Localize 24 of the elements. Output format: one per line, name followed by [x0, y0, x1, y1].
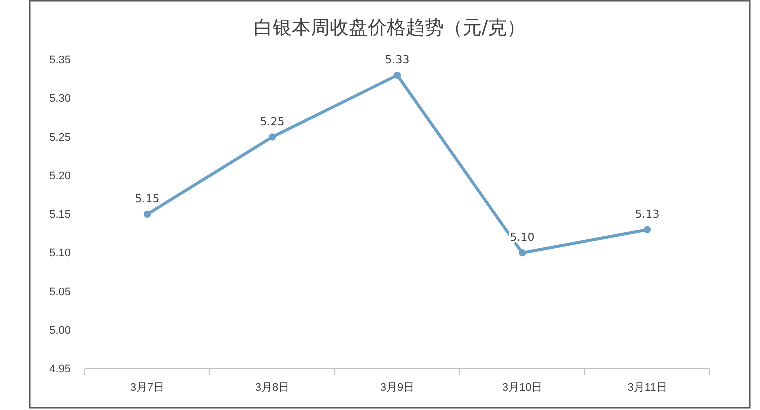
x-tick-label: 3月11日 [628, 382, 668, 394]
data-label: 5.25 [260, 115, 285, 128]
data-label: 5.13 [635, 208, 660, 221]
y-tick-label: 5.25 [50, 132, 71, 144]
point [144, 210, 152, 218]
point [268, 134, 276, 141]
y-tick-label: 5.20 [50, 170, 71, 182]
x-tick-label: 3月7日 [130, 382, 165, 394]
y-tick-label: 4.95 [50, 364, 71, 376]
x-tick-label: 3月10日 [502, 382, 543, 394]
point [518, 250, 526, 257]
y-tick-label: 5.35 [50, 54, 71, 67]
x-tick-label: 3月8日 [255, 382, 290, 394]
point [644, 226, 652, 234]
chart-title: 白银本周收盘价格趋势（元/克） [254, 17, 526, 39]
y-tick-label: 5.00 [50, 324, 71, 337]
y-tick-label: 5.10 [50, 248, 71, 260]
point [394, 72, 402, 80]
y-tick-label: 5.15 [50, 209, 71, 222]
x-tick-label: 3月9日 [380, 382, 415, 394]
y-tick-label: 5.05 [50, 286, 71, 298]
data-label: 5.33 [385, 53, 410, 66]
data-label: 5.15 [135, 192, 160, 206]
y-tick-label: 5.30 [50, 93, 71, 106]
